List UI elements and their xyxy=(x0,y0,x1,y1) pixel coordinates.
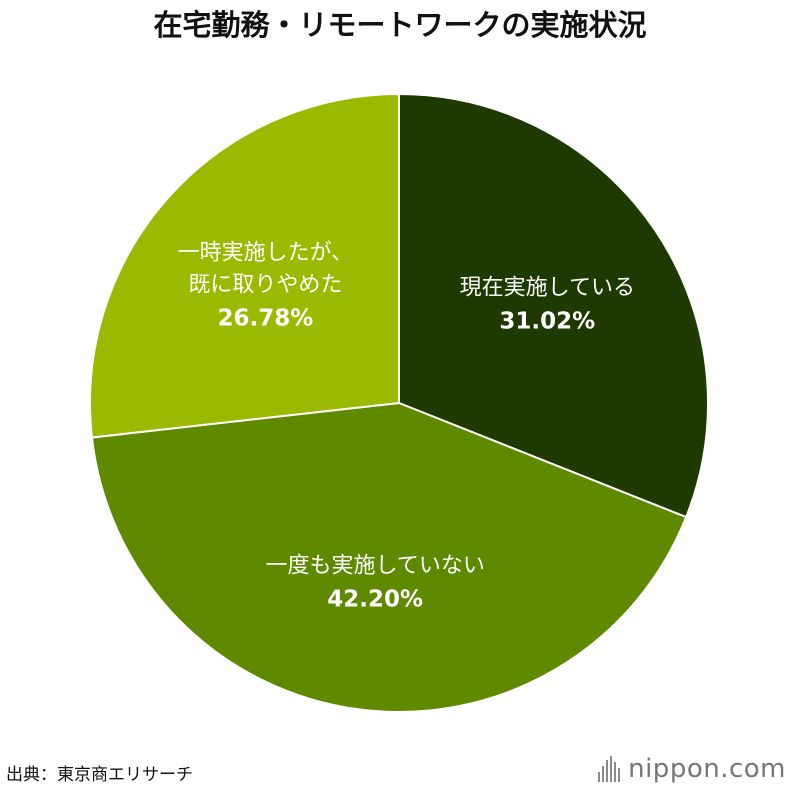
slice-label-2-0: 一時実施したが、 xyxy=(178,241,354,266)
slice-label-0-0: 現在実施している xyxy=(460,275,635,300)
pie-labels: 現在実施している 31.02% 一度も実施していない 42.20% 一時実施したが、既に… xyxy=(178,241,635,613)
slice-label-1-0: 一度も実施していない xyxy=(266,554,485,579)
slice-label-2-1: 既に取りやめた xyxy=(188,273,342,298)
pie-slice-2 xyxy=(89,92,400,439)
chart-title: 在宅勤務・リモートワークの実施状況 xyxy=(153,8,647,42)
slice-value-1: 42.20% xyxy=(327,587,423,613)
logo-text: nippon.com xyxy=(628,754,786,784)
logo-bars-icon xyxy=(598,756,621,782)
slice-value-0: 31.02% xyxy=(499,308,595,334)
source-note: 出典：東京商エリサーチ xyxy=(6,765,193,785)
pie-slices xyxy=(89,92,709,713)
slice-value-2: 26.78% xyxy=(217,306,313,332)
pie-slice-0 xyxy=(398,92,709,519)
nippon-logo: nippon.com xyxy=(598,754,786,784)
pie-slice-1 xyxy=(90,401,688,713)
